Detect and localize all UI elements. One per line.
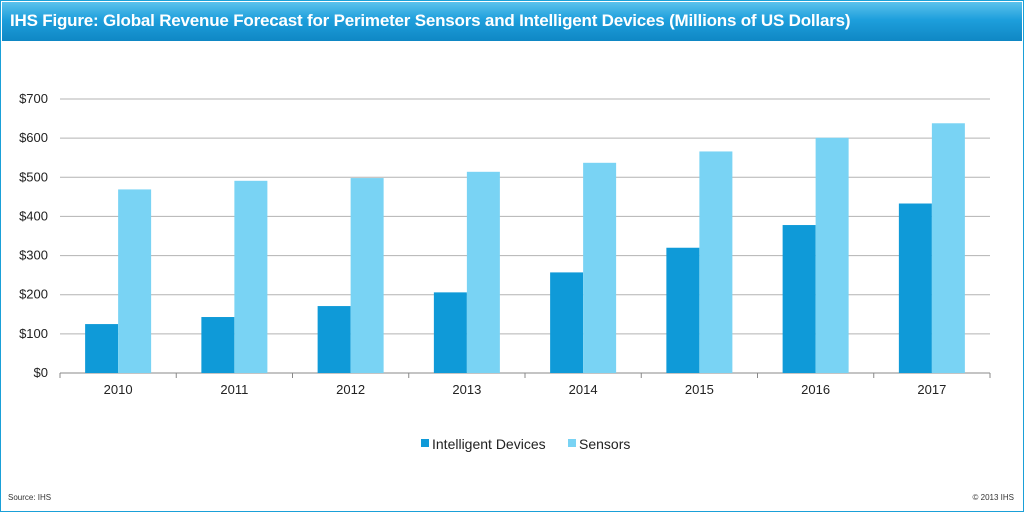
y-tick-label: $400 <box>19 208 48 223</box>
x-tick-label: 2014 <box>569 382 598 397</box>
bar-intelligent-devices <box>433 292 467 373</box>
y-tick-label: $700 <box>19 91 48 106</box>
x-tick-label: 2011 <box>220 382 248 397</box>
y-tick-label: $200 <box>19 287 48 302</box>
y-tick-label: $0 <box>34 365 48 380</box>
bar-intelligent-devices <box>85 324 119 373</box>
x-tick-label: 2013 <box>452 382 481 397</box>
bar-intelligent-devices <box>782 225 816 373</box>
bar-sensors <box>350 178 384 373</box>
y-tick-label: $300 <box>19 248 48 263</box>
source-note: Source: IHS <box>8 493 52 502</box>
bar-sensors <box>234 180 268 373</box>
legend-swatch <box>568 439 576 447</box>
legend-label: Intelligent Devices <box>432 436 546 452</box>
y-tick-label: $100 <box>19 326 48 341</box>
x-tick-label: 2010 <box>104 382 133 397</box>
copyright-note: © 2013 IHS <box>972 493 1014 502</box>
y-tick-label: $600 <box>19 130 48 145</box>
title-bar: IHS Figure: Global Revenue Forecast for … <box>2 2 1022 41</box>
bar-intelligent-devices <box>317 306 351 373</box>
bar-sensors <box>815 137 849 373</box>
y-tick-label: $500 <box>19 169 48 184</box>
bar-sensors <box>699 151 733 373</box>
bar-sensors <box>466 171 500 373</box>
x-tick-label: 2016 <box>801 382 830 397</box>
bar-sensors <box>931 123 965 373</box>
x-tick-label: 2017 <box>917 382 946 397</box>
legend-label: Sensors <box>579 436 630 452</box>
bar-sensors <box>118 189 152 373</box>
bar-intelligent-devices <box>666 247 700 373</box>
x-tick-label: 2012 <box>336 382 365 397</box>
bar-intelligent-devices <box>898 203 932 373</box>
chart-title: IHS Figure: Global Revenue Forecast for … <box>10 11 851 30</box>
legend-swatch <box>421 439 429 447</box>
bar-intelligent-devices <box>550 272 584 373</box>
bar-intelligent-devices <box>201 317 235 373</box>
bar-sensors <box>583 162 617 373</box>
x-tick-label: 2015 <box>685 382 714 397</box>
